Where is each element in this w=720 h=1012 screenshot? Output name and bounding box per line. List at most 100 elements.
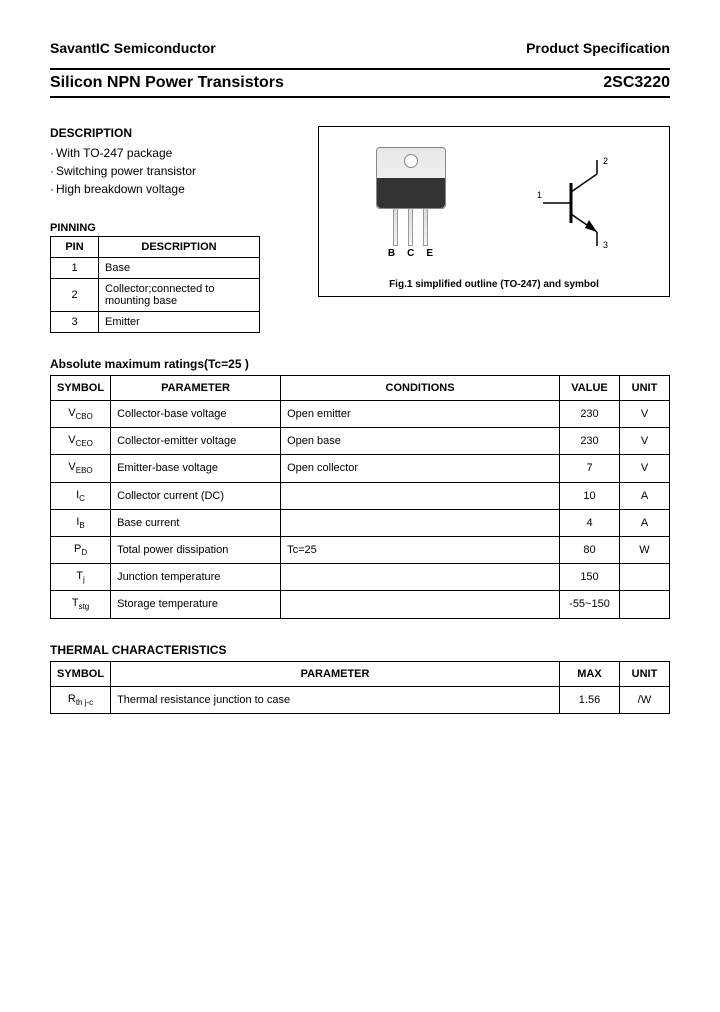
cell-symbol: Rth j-c — [51, 686, 111, 713]
cell-param: Base current — [111, 509, 281, 536]
cell-unit: /W — [620, 686, 670, 713]
table-row: PDTotal power dissipationTc=2580W — [51, 536, 670, 563]
table-row: TjJunction temperature150 — [51, 564, 670, 591]
col-pin: PIN — [51, 237, 99, 258]
table-row: TstgStorage temperature -55~150 — [51, 591, 670, 618]
cell-symbol: VEBO — [51, 455, 111, 482]
table-row: 2Collector;connected to mounting base — [51, 279, 260, 312]
col-param: PARAMETER — [111, 376, 281, 401]
header-row: SavantIC Semiconductor Product Specifica… — [50, 40, 670, 56]
cell-param: Collector-base voltage — [111, 401, 281, 428]
thermal-table: SYMBOL PARAMETER MAX UNIT Rth j-cThermal… — [50, 661, 670, 714]
cell: 1 — [51, 258, 99, 279]
lead-label: C — [407, 248, 414, 259]
cell-param: Storage temperature — [111, 591, 281, 618]
cell-symbol: VCBO — [51, 401, 111, 428]
table-row: 3Emitter — [51, 312, 260, 333]
cell: Emitter — [99, 312, 260, 333]
cell-value: 230 — [560, 428, 620, 455]
product-title: Silicon NPN Power Transistors — [50, 74, 284, 92]
abs-ratings-heading: Absolute maximum ratings(Tc=25 ) — [50, 357, 670, 371]
cell-value: 10 — [560, 482, 620, 509]
cell-symbol: IC — [51, 482, 111, 509]
cell-param: Collector-emitter voltage — [111, 428, 281, 455]
cell-param: Emitter-base voltage — [111, 455, 281, 482]
cell: Collector;connected to mounting base — [99, 279, 260, 312]
cell-unit — [620, 564, 670, 591]
title-row: Silicon NPN Power Transistors 2SC3220 — [50, 68, 670, 98]
abs-ratings-table: SYMBOL PARAMETER CONDITIONS VALUE UNIT V… — [50, 375, 670, 619]
pin-num: 3 — [603, 240, 608, 250]
thermal-heading: THERMAL CHARACTERISTICS — [50, 643, 670, 657]
col-unit: UNIT — [620, 661, 670, 686]
cell: Base — [99, 258, 260, 279]
col-value: VALUE — [560, 376, 620, 401]
col-unit: UNIT — [620, 376, 670, 401]
cell: 3 — [51, 312, 99, 333]
pin-num: 1 — [537, 190, 542, 200]
transistor-symbol-icon: 1 2 3 — [533, 148, 623, 258]
left-column: DESCRIPTION With TO-247 package Switchin… — [50, 126, 300, 333]
cell-unit: A — [620, 482, 670, 509]
cell-unit: V — [620, 401, 670, 428]
lead-labels: B C E — [366, 248, 456, 259]
cell-cond — [281, 482, 560, 509]
col-cond: CONDITIONS — [281, 376, 560, 401]
leads-icon — [366, 208, 456, 246]
cell-value: -55~150 — [560, 591, 620, 618]
mount-hole-icon — [404, 154, 418, 168]
table-row: VCEOCollector-emitter voltageOpen base23… — [51, 428, 670, 455]
cell-symbol: IB — [51, 509, 111, 536]
lead-icon — [408, 208, 413, 246]
cell-symbol: Tstg — [51, 591, 111, 618]
desc-item: High breakdown voltage — [50, 180, 300, 198]
table-row: VEBOEmitter-base voltageOpen collector7V — [51, 455, 670, 482]
lead-icon — [393, 208, 398, 246]
col-symbol: SYMBOL — [51, 376, 111, 401]
cell-unit: V — [620, 455, 670, 482]
package-body-icon — [376, 147, 446, 209]
lead-label: E — [426, 248, 433, 259]
cell-unit: W — [620, 536, 670, 563]
col-param: PARAMETER — [111, 661, 560, 686]
description-list: With TO-247 package Switching power tran… — [50, 144, 300, 198]
desc-item: With TO-247 package — [50, 144, 300, 162]
cell-value: 4 — [560, 509, 620, 536]
table-row: VCBOCollector-base voltageOpen emitter23… — [51, 401, 670, 428]
cell-cond: Open base — [281, 428, 560, 455]
desc-item: Switching power transistor — [50, 162, 300, 180]
mid-section: DESCRIPTION With TO-247 package Switchin… — [50, 126, 670, 333]
cell-value: 230 — [560, 401, 620, 428]
cell-unit — [620, 591, 670, 618]
cell-unit: A — [620, 509, 670, 536]
cell-cond: Open collector — [281, 455, 560, 482]
pinning-heading: PINNING — [50, 222, 300, 234]
cell-value: 7 — [560, 455, 620, 482]
col-desc: DESCRIPTION — [99, 237, 260, 258]
table-row: 1Base — [51, 258, 260, 279]
cell-symbol: Tj — [51, 564, 111, 591]
cell-param: Collector current (DC) — [111, 482, 281, 509]
figure-box: B C E 1 2 3 Fig.1 simplified outline (TO… — [318, 126, 670, 297]
cell-param: Total power dissipation — [111, 536, 281, 563]
pinning-table: PIN DESCRIPTION 1Base 2Collector;connect… — [50, 236, 260, 333]
package-outline: B C E — [366, 147, 456, 259]
cell-cond: Tc=25 — [281, 536, 560, 563]
cell-cond — [281, 591, 560, 618]
lead-label: B — [388, 248, 395, 259]
figure-inner: B C E 1 2 3 — [327, 137, 661, 275]
cell-symbol: PD — [51, 536, 111, 563]
cell-unit: V — [620, 428, 670, 455]
cell-cond — [281, 564, 560, 591]
cell-max: 1.56 — [560, 686, 620, 713]
cell-param: Thermal resistance junction to case — [111, 686, 560, 713]
pin-num: 2 — [603, 156, 608, 166]
cell-value: 80 — [560, 536, 620, 563]
table-row: ICCollector current (DC) 10A — [51, 482, 670, 509]
table-header-row: PIN DESCRIPTION — [51, 237, 260, 258]
description-heading: DESCRIPTION — [50, 126, 300, 140]
cell-cond: Open emitter — [281, 401, 560, 428]
cell-symbol: VCEO — [51, 428, 111, 455]
table-row: IBBase current 4A — [51, 509, 670, 536]
cell-cond — [281, 509, 560, 536]
